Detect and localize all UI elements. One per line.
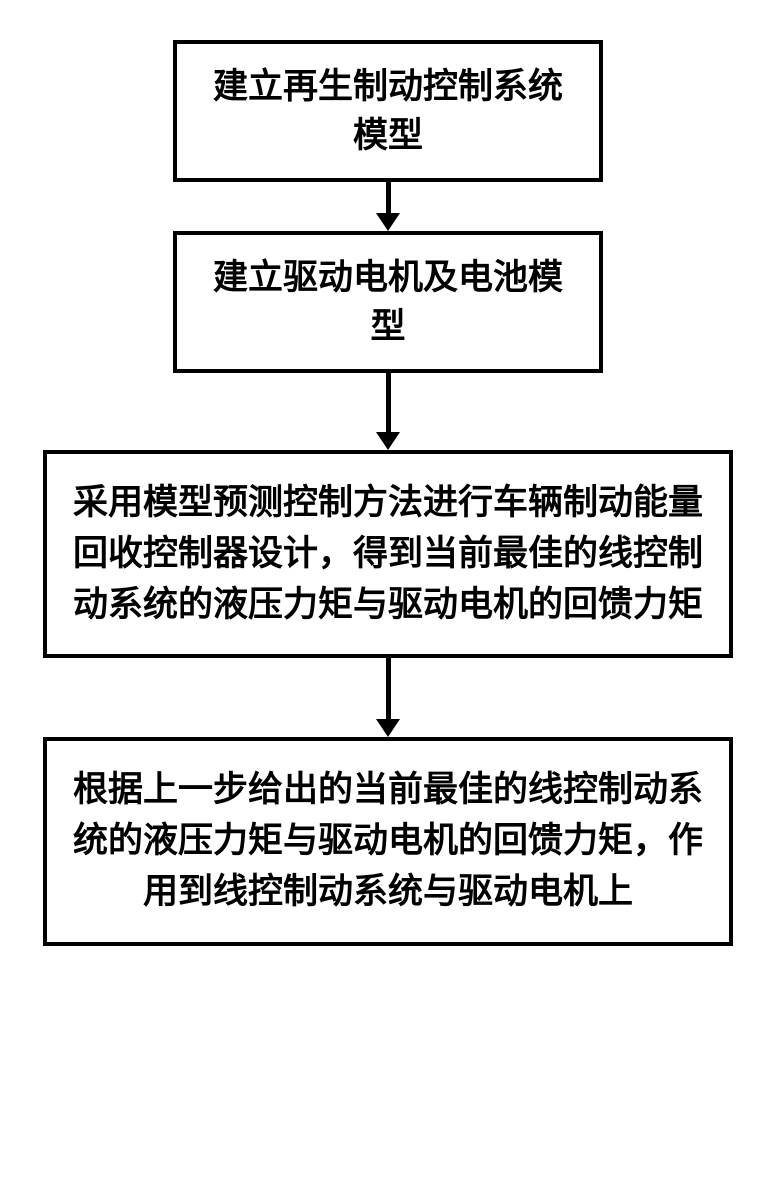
arrow-line (386, 373, 391, 433)
flow-node-3-label: 采用模型预测控制方法进行车辆制动能量回收控制器设计，得到当前最佳的线控制动系统的… (73, 478, 703, 630)
flowchart-container: 建立再生制动控制系统模型 建立驱动电机及电池模型 采用模型预测控制方法进行车辆制… (43, 40, 733, 946)
flow-arrow-1 (376, 182, 400, 231)
flow-node-4-label: 根据上一步给出的当前最佳的线控制动系统的液压力矩与驱动电机的回馈力矩，作用到线控… (73, 765, 703, 917)
flow-node-1: 建立再生制动控制系统模型 (173, 40, 603, 182)
flow-node-2-label: 建立驱动电机及电池模型 (197, 253, 579, 351)
flow-node-4: 根据上一步给出的当前最佳的线控制动系统的液压力矩与驱动电机的回馈力矩，作用到线控… (43, 737, 733, 945)
arrow-head-icon (376, 432, 400, 450)
arrow-line (386, 182, 391, 214)
flow-node-2: 建立驱动电机及电池模型 (173, 231, 603, 373)
arrow-head-icon (376, 719, 400, 737)
flow-arrow-2 (376, 373, 400, 450)
arrow-line (386, 658, 391, 720)
arrow-head-icon (376, 213, 400, 231)
flow-arrow-3 (376, 658, 400, 737)
flow-node-3: 采用模型预测控制方法进行车辆制动能量回收控制器设计，得到当前最佳的线控制动系统的… (43, 450, 733, 658)
flow-node-1-label: 建立再生制动控制系统模型 (197, 62, 579, 160)
